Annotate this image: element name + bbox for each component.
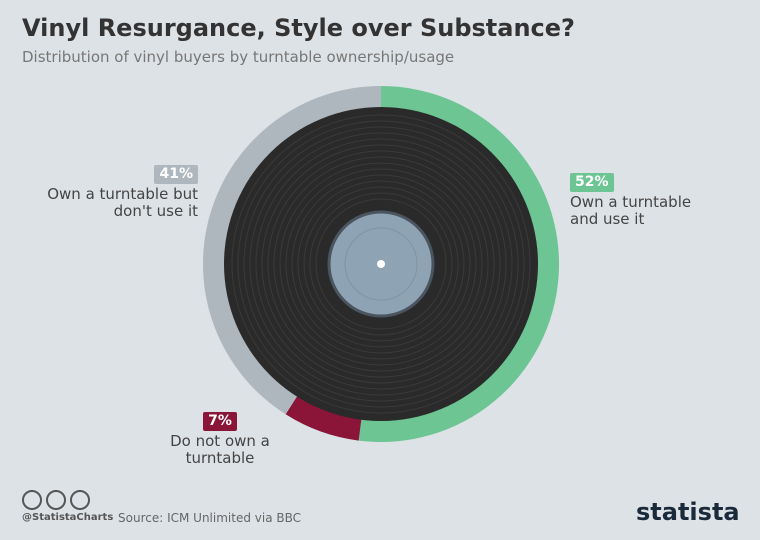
category-label: Own a turntable but don't use it <box>47 185 198 220</box>
chart-subtitle: Distribution of vinyl buyers by turntabl… <box>22 48 455 66</box>
value-label: 41% <box>154 165 198 184</box>
handle: @StatistaCharts <box>22 512 114 523</box>
category-label: Do not own a turntable <box>170 432 270 467</box>
chart-title: Vinyl Resurgance, Style over Substance? <box>22 14 575 42</box>
groove <box>231 114 531 414</box>
value-label: 7% <box>203 412 237 431</box>
groove <box>255 138 507 390</box>
groove <box>285 168 477 360</box>
brand: statista <box>636 498 740 526</box>
groove <box>249 132 513 396</box>
groove <box>297 180 465 348</box>
groove <box>243 126 519 402</box>
cc-icon <box>22 490 42 510</box>
groove <box>261 144 501 384</box>
groove <box>267 150 495 378</box>
value-label: 52% <box>570 173 614 192</box>
record-label-inner <box>344 227 418 301</box>
groove <box>273 156 489 372</box>
groove <box>279 162 483 366</box>
source: Source: ICM Unlimited via BBC <box>118 511 301 525</box>
by-icon <box>46 490 66 510</box>
groove <box>309 192 453 336</box>
slice-label: 7% Do not own a turntable <box>170 412 270 467</box>
groove <box>315 198 447 330</box>
nd-icon <box>70 490 90 510</box>
groove <box>237 120 525 408</box>
groove <box>291 174 471 354</box>
slice-label: 52% Own a turntable and use it <box>570 173 700 228</box>
category-label: Own a turntable and use it <box>570 193 692 228</box>
groove <box>303 186 459 342</box>
spindle-hole <box>377 260 385 268</box>
slice-label: 41% Own a turntable but don't use it <box>38 165 198 220</box>
